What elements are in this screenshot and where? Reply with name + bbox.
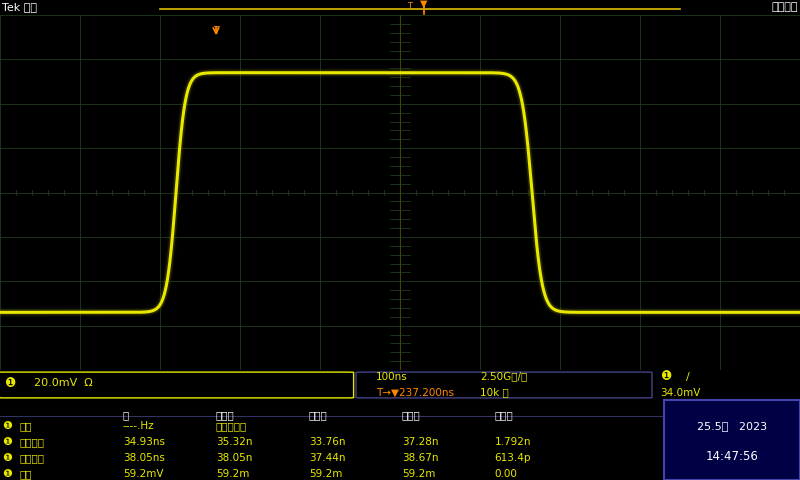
Text: 38.05n: 38.05n — [216, 454, 252, 463]
Text: 35.32n: 35.32n — [216, 437, 252, 447]
Text: T: T — [407, 2, 412, 11]
Text: 幅值: 幅值 — [20, 469, 33, 480]
Text: 20.0mV  Ω: 20.0mV Ω — [34, 379, 92, 388]
Text: 10k 点: 10k 点 — [480, 387, 509, 397]
Text: 下降时间: 下降时间 — [20, 454, 45, 463]
Text: 14:47:56: 14:47:56 — [706, 449, 758, 463]
Text: ❶: ❶ — [2, 421, 13, 432]
Text: 37.28n: 37.28n — [402, 437, 438, 447]
Text: 未发现周期: 未发现周期 — [216, 421, 247, 432]
Text: 2.50G次/秒: 2.50G次/秒 — [480, 372, 527, 382]
Text: 59.2m: 59.2m — [216, 469, 249, 480]
Text: 上升时间: 上升时间 — [20, 437, 45, 447]
Text: ❶: ❶ — [660, 370, 671, 383]
Text: 频率: 频率 — [20, 421, 33, 432]
Text: 平均值: 平均值 — [216, 410, 234, 420]
Text: 37.44n: 37.44n — [309, 454, 346, 463]
Text: 38.05ns: 38.05ns — [123, 454, 165, 463]
Text: 25.5月   2023: 25.5月 2023 — [697, 420, 767, 431]
Text: 613.4p: 613.4p — [494, 454, 531, 463]
Text: ❶: ❶ — [2, 469, 13, 480]
Text: 最小值: 最小值 — [309, 410, 327, 420]
Text: ◄: ◄ — [0, 479, 1, 480]
Text: ❶: ❶ — [4, 377, 15, 390]
Text: 100ns: 100ns — [376, 372, 408, 382]
Text: ❶: ❶ — [2, 454, 13, 463]
Text: 已被触发: 已被触发 — [771, 2, 798, 12]
Text: 标准差: 标准差 — [494, 410, 514, 420]
Text: 38.67n: 38.67n — [402, 454, 438, 463]
Text: 33.76n: 33.76n — [309, 437, 346, 447]
Text: 1.792n: 1.792n — [494, 437, 531, 447]
Text: 59.2mV: 59.2mV — [123, 469, 163, 480]
Text: 34.93ns: 34.93ns — [123, 437, 165, 447]
Text: ▼: ▼ — [420, 0, 428, 9]
Text: T→▼237.200ns: T→▼237.200ns — [376, 387, 454, 397]
Text: /: / — [686, 372, 690, 382]
Text: Tek 运行: Tek 运行 — [2, 2, 38, 12]
Text: 59.2m: 59.2m — [309, 469, 342, 480]
Text: 值: 值 — [123, 410, 129, 420]
Text: ❶: ❶ — [2, 437, 13, 447]
Text: 0.00: 0.00 — [494, 469, 518, 480]
Text: T: T — [213, 25, 219, 36]
Text: 59.2m: 59.2m — [402, 469, 435, 480]
Text: ----.Hz: ----.Hz — [123, 421, 154, 432]
Text: 34.0mV: 34.0mV — [660, 387, 700, 397]
Text: 最大值: 最大值 — [402, 410, 421, 420]
